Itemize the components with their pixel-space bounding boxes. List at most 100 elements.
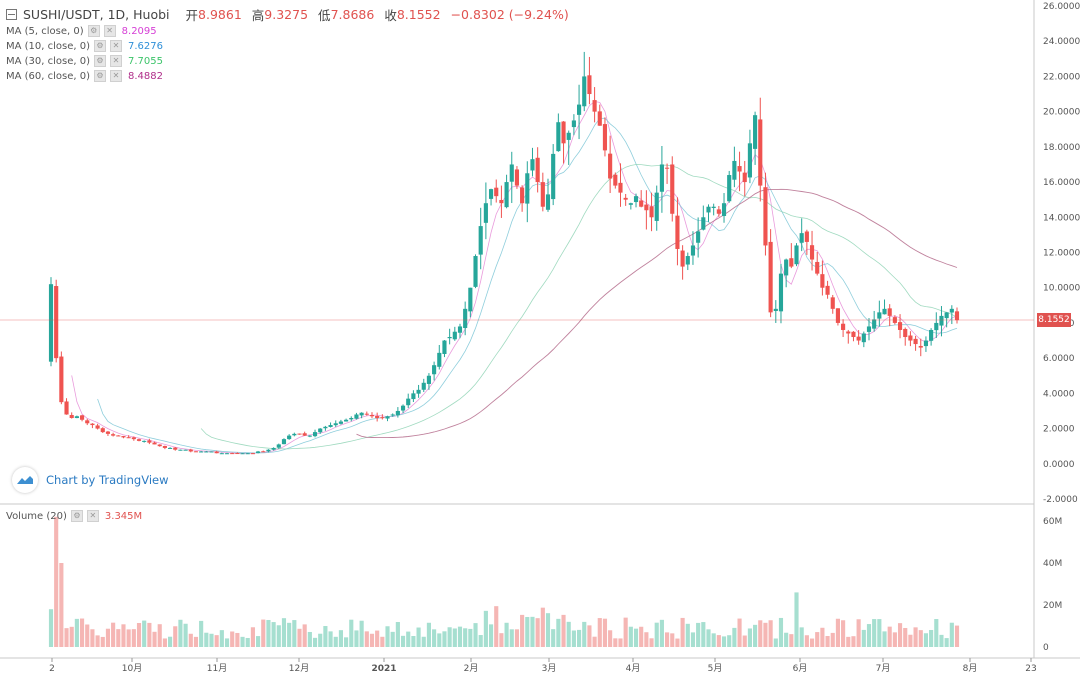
- candle-body: [235, 453, 240, 455]
- price-tick-label: 18.0000: [1043, 143, 1080, 153]
- candle-body: [85, 420, 90, 424]
- settings-icon[interactable]: ⚙: [94, 40, 107, 52]
- volume-bar: [571, 630, 576, 647]
- volume-bar: [592, 636, 597, 647]
- candle-body: [224, 453, 230, 455]
- settings-icon[interactable]: ⚙: [70, 510, 83, 522]
- volume-bar: [841, 620, 846, 647]
- volume-bar: [623, 617, 628, 647]
- candle-body: [354, 414, 359, 419]
- volume-bar: [432, 629, 437, 647]
- collapse-icon[interactable]: [6, 8, 17, 20]
- volume-bar: [918, 630, 923, 647]
- volume-bar: [954, 625, 960, 647]
- candle-body: [375, 416, 380, 419]
- ma30-label: MA (30, close, 0): [6, 55, 91, 67]
- candle-body: [784, 259, 789, 276]
- volume-bar: [861, 629, 866, 647]
- volume-bar: [349, 619, 354, 647]
- candle-body: [804, 231, 809, 242]
- candle-body: [903, 328, 908, 338]
- volume-bar: [59, 563, 64, 647]
- volume-bar: [95, 635, 100, 647]
- candle-body: [571, 120, 576, 128]
- volume-bar: [209, 633, 214, 647]
- close-icon[interactable]: ✕: [110, 40, 123, 52]
- volume-bar: [74, 618, 79, 647]
- volume-bar: [644, 632, 649, 647]
- candle-body: [121, 436, 126, 438]
- volume-bar: [271, 622, 276, 647]
- settings-icon[interactable]: ⚙: [94, 70, 107, 82]
- volume-bar: [266, 619, 271, 647]
- candle-body: [478, 226, 483, 255]
- volume-bar: [136, 622, 142, 647]
- price-tick-label: 0.0000: [1043, 460, 1075, 470]
- volume-bar: [385, 626, 390, 647]
- candle-body: [830, 297, 835, 309]
- candle-body: [488, 189, 494, 199]
- candle-body: [509, 164, 514, 182]
- close-icon[interactable]: ✕: [103, 25, 116, 37]
- volume-bar: [359, 620, 364, 647]
- price-tick-label: 14.0000: [1043, 213, 1080, 223]
- candle-body: [157, 444, 162, 447]
- volume-bar: [633, 628, 639, 647]
- volume-bar: [204, 632, 209, 647]
- volume-bar: [913, 627, 918, 647]
- candle-body: [302, 433, 307, 436]
- volume-bar: [318, 633, 323, 647]
- volume-bar: [675, 638, 680, 647]
- tradingview-watermark[interactable]: Chart by TradingView: [12, 467, 169, 493]
- volume-bar: [618, 638, 623, 647]
- candle-body: [887, 308, 892, 316]
- time-tick-label: 4月: [626, 663, 641, 674]
- volume-bar: [820, 627, 825, 647]
- open-value: 8.9861: [198, 6, 242, 22]
- volume-bar: [727, 635, 732, 647]
- volume-bar: [395, 622, 400, 647]
- candle-body: [240, 453, 245, 455]
- volume-bar: [872, 619, 877, 647]
- close-icon[interactable]: ✕: [110, 55, 123, 67]
- time-tick-label: 23: [1025, 664, 1036, 674]
- volume-bar: [903, 627, 908, 647]
- moving-averages: [71, 100, 958, 454]
- candle-body: [872, 319, 877, 329]
- candle-body: [105, 431, 111, 434]
- settings-icon[interactable]: ⚙: [94, 55, 107, 67]
- volume-bar: [602, 618, 608, 647]
- volume-bar: [354, 630, 359, 647]
- time-tick-label: 12月: [289, 663, 309, 674]
- candle-body: [897, 322, 903, 330]
- candle-body: [504, 182, 509, 208]
- volume-bar: [608, 630, 613, 647]
- candle-body: [468, 287, 473, 312]
- volume-bar: [421, 636, 426, 647]
- candle-body: [188, 449, 193, 452]
- volume-bar: [183, 623, 188, 647]
- volume-bar: [54, 516, 59, 647]
- volume-bar: [773, 638, 778, 647]
- candle-body: [457, 326, 463, 333]
- settings-icon[interactable]: ⚙: [87, 25, 100, 37]
- candle-body: [877, 312, 882, 319]
- volume-bar: [545, 613, 551, 647]
- candle-body: [271, 447, 276, 450]
- close-icon[interactable]: ✕: [110, 70, 123, 82]
- candle-body: [292, 433, 297, 436]
- volume-bar: [742, 635, 747, 647]
- candle-body: [116, 435, 121, 437]
- volume-bar: [665, 632, 670, 647]
- candle-body: [442, 340, 447, 354]
- candle-body: [659, 164, 664, 192]
- candle-body: [323, 426, 328, 429]
- volume-bar: [328, 631, 333, 647]
- time-tick-label: 2月: [464, 663, 479, 674]
- price-tick-label: 24.0000: [1043, 37, 1080, 47]
- candle-body: [162, 446, 167, 448]
- close-icon[interactable]: ✕: [86, 510, 99, 522]
- ma30-line: [200, 164, 958, 450]
- volume-bar: [794, 592, 799, 647]
- volume-bar: [923, 633, 929, 647]
